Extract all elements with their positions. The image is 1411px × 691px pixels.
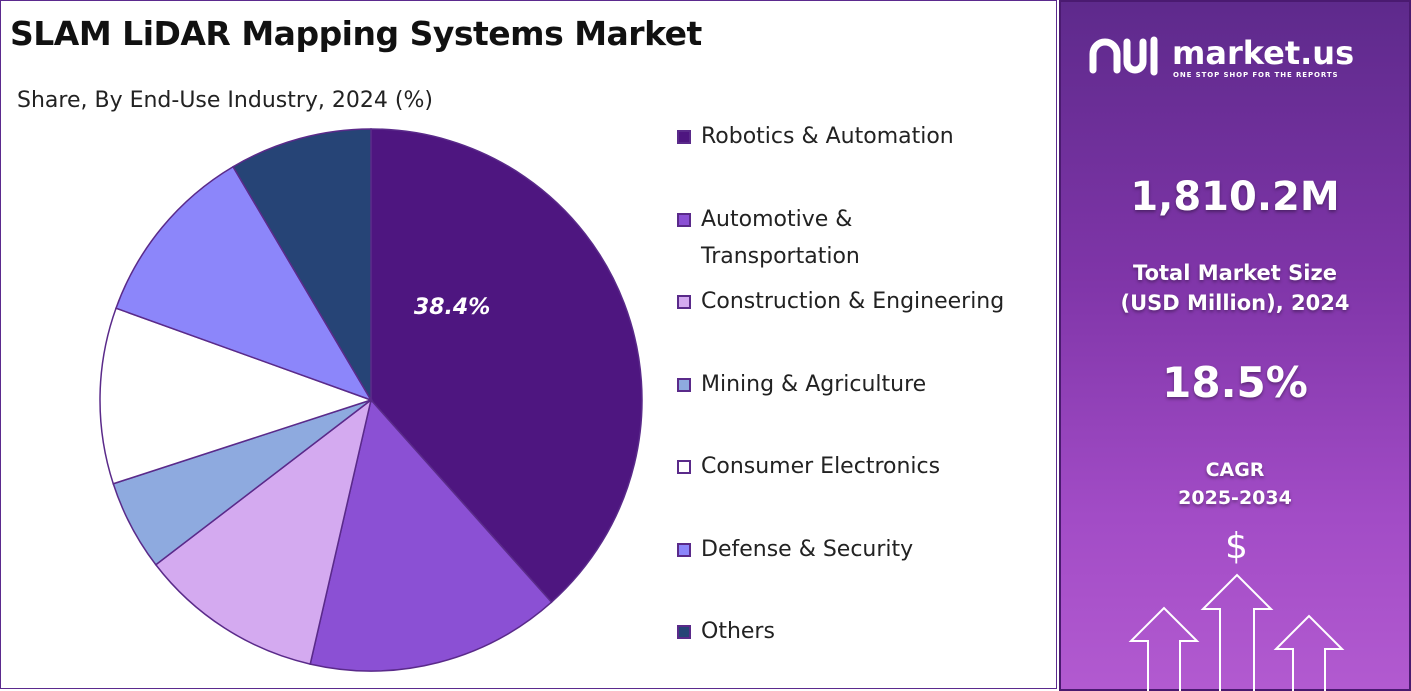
brand-name: market.us (1172, 34, 1355, 72)
pie-data-label: 38.4% (414, 295, 490, 320)
pie-slice-construction-engineering (154, 398, 373, 665)
brand-logo: market.us ONE STOP SHOP FOR THE REPORTS (1087, 32, 1387, 82)
market-us-logo-icon (1089, 36, 1158, 76)
chart-subtitle: Share, By End-Use Industry, 2024 (%) (17, 88, 433, 113)
legend-item-consumer-electronics: Consumer Electronics (677, 454, 1052, 485)
pie-slice-automotive-transportation (309, 398, 553, 672)
legend-item-mining-agriculture: Mining & Agriculture (677, 372, 1052, 403)
pie-slice-others (232, 128, 372, 403)
legend-item-others: Others (677, 619, 1052, 650)
legend-swatch (677, 130, 691, 144)
market-size-label: Total Market Size (USD Million), 2024 (1061, 258, 1409, 318)
dollar-icon: $ (1164, 526, 1248, 567)
legend-label: Automotive & Transportation (701, 207, 860, 269)
legend-label: Consumer Electronics (701, 454, 941, 479)
legend-swatch (677, 213, 691, 227)
legend-swatch (677, 460, 691, 474)
pie-chart: 38.4% (99, 128, 643, 672)
dollar-sign: $ (1225, 526, 1248, 567)
legend-label: Defense & Security (701, 537, 914, 562)
pie-slice-consumer-electronics (99, 307, 374, 485)
legend-swatch (677, 295, 691, 309)
legend-label: Construction & Engineering (701, 289, 1005, 314)
chart-title: SLAM LiDAR Mapping Systems Market (10, 14, 702, 53)
cagr-label: CAGR (1205, 459, 1265, 481)
pie-slice-robotics-automation (370, 128, 643, 604)
brand-tagline: ONE STOP SHOP FOR THE REPORTS (1173, 71, 1339, 79)
pie-slice-defense-security (115, 165, 373, 402)
summary-panel: market.us ONE STOP SHOP FOR THE REPORTS … (1059, 0, 1411, 691)
legend-label: Robotics & Automation (701, 124, 954, 149)
market-size-value: 1,810.2M (1130, 174, 1340, 220)
legend-item-robotics-automation: Robotics & Automation (677, 124, 1052, 155)
legend-label: Mining & Agriculture (701, 372, 927, 397)
legend-item-defense-security: Defense & Security (677, 537, 1052, 568)
legend-item-automotive-transportation: Automotive & Transportation (677, 207, 1052, 275)
legend-label: Others (701, 619, 775, 644)
legend-item-construction-engineering: Construction & Engineering (677, 289, 1052, 320)
legend-swatch (677, 378, 691, 392)
legend-swatch (677, 543, 691, 557)
cagr-label-block: CAGR 2025-2034 (1061, 456, 1409, 512)
legend-swatch (677, 625, 691, 639)
cagr-value: 18.5% (1162, 358, 1308, 407)
market-size-label-text: Total Market Size (USD Million), 2024 (1120, 261, 1350, 315)
cagr-period: 2025-2034 (1178, 487, 1292, 509)
